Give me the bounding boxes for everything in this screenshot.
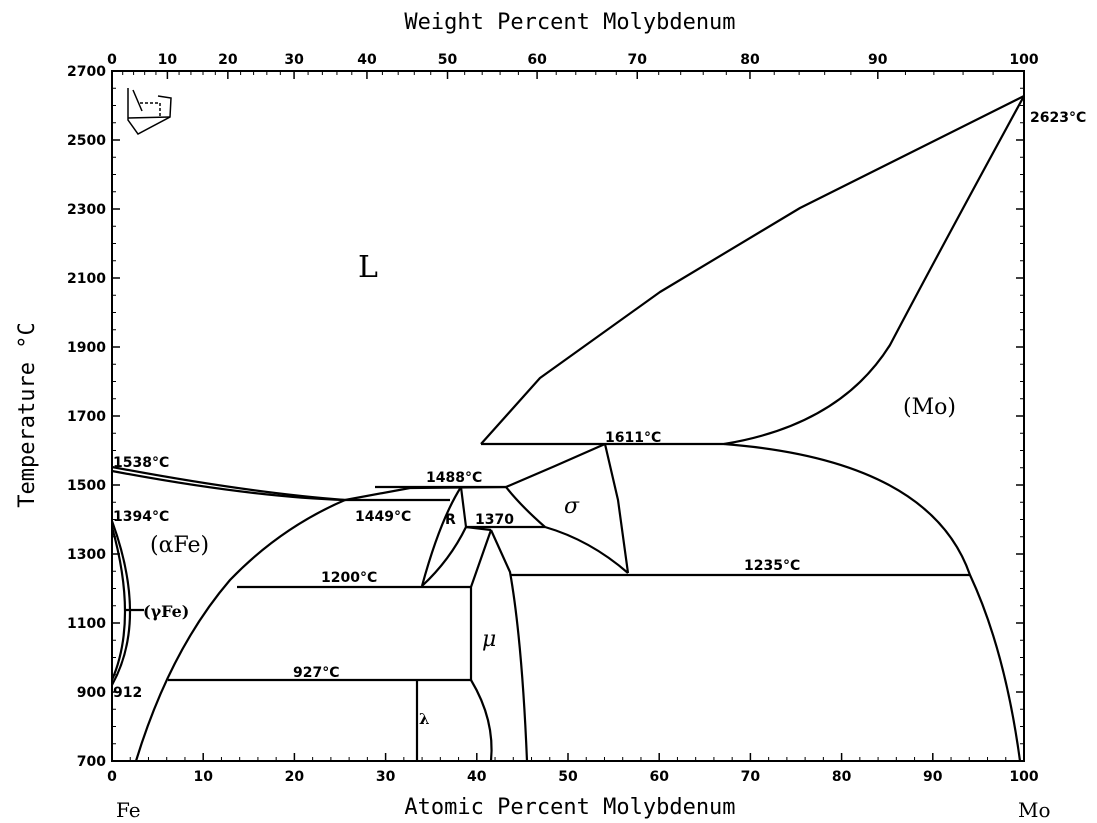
phase-label-mu: μ	[482, 627, 496, 652]
top-tick-label: 40	[357, 52, 377, 68]
temp-label-1538: 1538°C	[113, 455, 169, 471]
boundary-alpha-solvus	[134, 498, 346, 762]
temp-label-1394: 1394°C	[113, 509, 169, 525]
bottom-axis-title: Atomic Percent Molybdenum	[404, 795, 735, 820]
temp-label-1200: 1200°C	[321, 570, 377, 586]
top-axis-title: Weight Percent Molybdenum	[404, 10, 735, 35]
boundary-mu-left	[469, 529, 493, 680]
mo-label: Mo	[1018, 798, 1051, 822]
top-tick-label: 30	[284, 52, 304, 68]
boundary-mu-peak-right	[489, 529, 529, 762]
top-tick-label: 0	[107, 52, 117, 68]
boundary-liquidus-fe	[111, 442, 606, 502]
y-axis-title: Temperature °C	[15, 322, 40, 507]
bottom-tick-label: 20	[285, 769, 305, 785]
inset-logo	[127, 88, 172, 135]
bottom-tick-label: 60	[649, 769, 669, 785]
bottom-tick-label: 30	[376, 769, 396, 785]
phase-boundaries	[110, 95, 1025, 762]
top-axis-ticks: 0 10 20 30 40 50 60 70 80 90 100	[107, 52, 1039, 79]
top-tick-label: 50	[438, 52, 458, 68]
temp-label-912: 912	[113, 685, 142, 701]
y-tick-label: 700	[77, 754, 106, 770]
y-axis-ticks: 700 900 1100 1300 1500 1700 1900 2100 2300 2500 27…	[67, 64, 1024, 770]
boundary-sigma-bottom	[544, 525, 629, 574]
boundary-mu-top	[465, 525, 492, 532]
bottom-tick-label: 90	[923, 769, 943, 785]
phase-label-r: R	[445, 512, 456, 528]
y-tick-label: 2500	[67, 133, 106, 149]
temp-label-1370: 1370	[475, 512, 514, 528]
temp-label-1449: 1449°C	[355, 509, 411, 525]
bottom-tick-label: 0	[107, 769, 117, 785]
boundary-r-base	[421, 526, 467, 587]
top-tick-label: 60	[527, 52, 547, 68]
top-tick-label: 100	[1009, 52, 1038, 68]
boundary-liquidus-mo	[480, 95, 1025, 445]
boundary-solidus-fe	[111, 469, 346, 502]
y-tick-label: 1100	[67, 616, 106, 632]
fe-label: Fe	[116, 798, 141, 822]
phase-label-mo: (Mo)	[903, 395, 956, 420]
top-tick-label: 90	[868, 52, 888, 68]
y-tick-label: 1900	[67, 340, 106, 356]
top-tick-label: 80	[740, 52, 760, 68]
phase-label-alpha-fe: (αFe)	[150, 533, 209, 558]
phase-label-lambda: λ	[419, 710, 430, 728]
temp-label-1235: 1235°C	[744, 558, 800, 574]
bottom-tick-label: 40	[467, 769, 487, 785]
y-tick-label: 900	[77, 685, 106, 701]
bottom-tick-label: 50	[558, 769, 578, 785]
temp-label-1611: 1611°C	[605, 430, 661, 446]
top-tick-label: 20	[218, 52, 238, 68]
plot-frame	[111, 70, 1025, 762]
y-tick-label: 2300	[67, 202, 106, 218]
phase-label-gamma-fe: (γFe)	[143, 602, 189, 621]
boundary-gamma-loop-inner	[110, 526, 127, 681]
boundary-r-phase-right	[459, 486, 468, 528]
boundary-r-phase-left	[420, 486, 462, 587]
boundary-gamma-loop-outer	[110, 520, 132, 686]
y-tick-label: 1300	[67, 547, 106, 563]
top-tick-label: 70	[627, 52, 647, 68]
bottom-tick-label: 80	[832, 769, 852, 785]
bottom-tick-label: 100	[1009, 769, 1038, 785]
y-tick-label: 1500	[67, 478, 106, 494]
bottom-tick-label: 10	[193, 769, 213, 785]
y-tick-label: 1700	[67, 409, 106, 425]
phase-label-sigma: σ	[564, 494, 580, 519]
temp-label-2623: 2623°C	[1030, 110, 1086, 126]
bottom-axis-ticks: 0 10 20 30 40 50 60 70 80 90 100	[107, 753, 1039, 785]
boundary-sigma-left	[505, 486, 546, 528]
phase-label-liquid: L	[358, 250, 378, 285]
boundary-solidus-mo	[723, 95, 1025, 446]
boundary-mo-solvus	[723, 442, 1022, 762]
y-tick-label: 2700	[67, 64, 106, 80]
temp-label-1488: 1488°C	[426, 470, 482, 486]
top-tick-label: 10	[158, 52, 178, 68]
boundary-mu-lambda-boundary	[470, 679, 493, 762]
bottom-tick-label: 70	[741, 769, 761, 785]
temp-label-927: 927°C	[293, 665, 340, 681]
boundary-sigma-right	[603, 443, 630, 574]
y-tick-label: 2100	[67, 271, 106, 287]
